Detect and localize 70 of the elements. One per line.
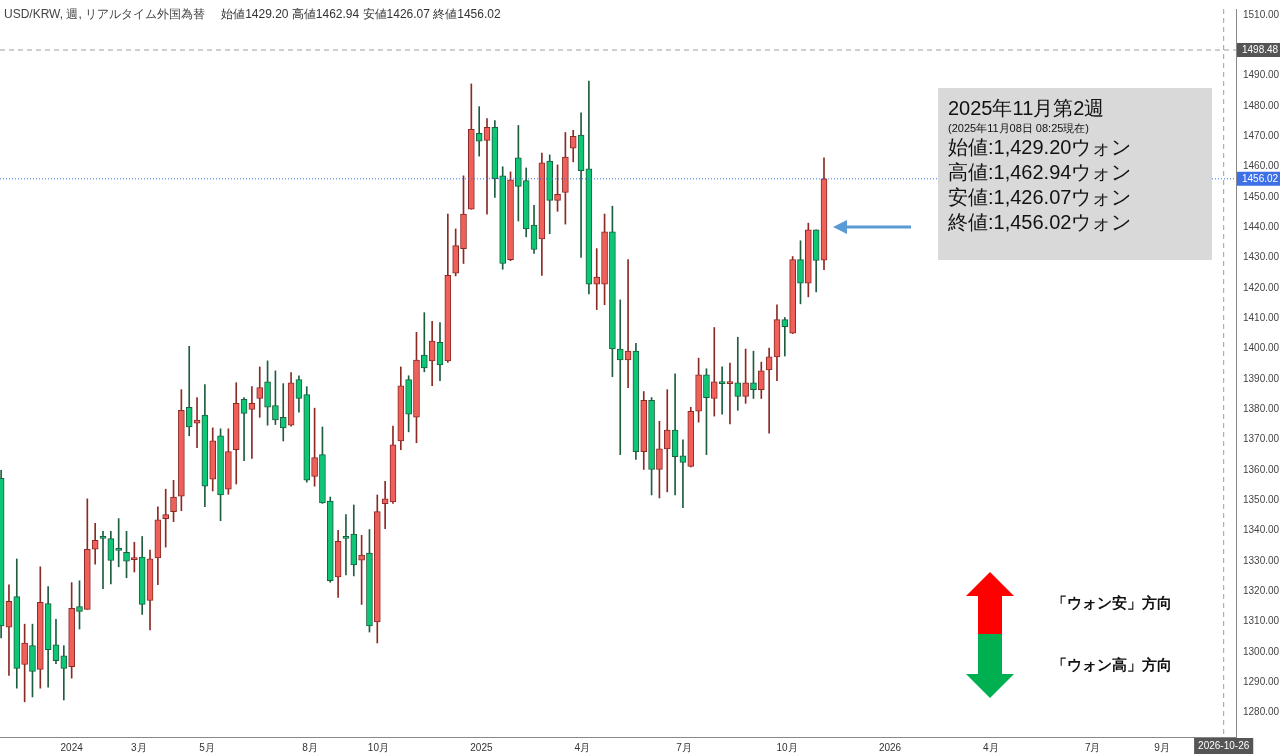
y-tick-label: 1410.00 [1243,312,1280,324]
candlestick [279,383,287,442]
x-tick-label: 4月 [574,741,590,753]
y-tick-label: 1490.00 [1243,69,1280,81]
x-tick-label: 10月 [776,741,798,753]
candlestick [475,106,483,157]
candlestick [115,518,122,568]
annotation: 「ウォン高」方向 [1052,656,1172,675]
y-tick-label: 1280.00 [1243,706,1280,718]
x-tick-label: 9月 [1154,741,1170,753]
candlestick [60,645,68,701]
candlestick [256,366,264,418]
y-tick-label: 1510.00 [1243,8,1280,20]
y-tick-label: 1310.00 [1243,615,1280,627]
candlestick [734,336,742,411]
x-tick-label: 7月 [1084,741,1101,753]
candlestick [248,386,256,459]
ref-line-label: 1456.02 [1242,172,1279,184]
x-tick-label: 5月 [199,741,215,753]
candlestick [718,366,726,415]
x-tick-label: 4月 [983,741,999,753]
y-tick-label: 1420.00 [1243,281,1280,293]
candlestick [616,299,624,455]
candlestick [99,531,107,589]
candlestick [185,345,193,437]
y-tick-label: 1300.00 [1243,645,1280,657]
candlestick [162,488,170,548]
y-tick-label: 1400.00 [1243,342,1280,354]
annotation: 始値:1,429.20ウォン [948,135,1133,160]
y-tick-label: 1460.00 [1243,160,1280,172]
annotation: 2025年11月第2週 [948,96,1106,121]
candlestick [593,248,601,310]
y-tick-label: 1350.00 [1243,494,1280,506]
x-tick-label: 2025 [470,741,493,753]
y-tick-label: 1370.00 [1243,433,1280,445]
ref-line-label: 2026-10-26 [1198,739,1250,751]
candlestick [342,514,350,576]
candlestick [710,327,718,417]
candlestick [726,362,734,425]
y-tick-label: 1330.00 [1243,554,1280,566]
candlestick [663,389,671,493]
annotation: 「ウォン安」方向 [1052,594,1172,613]
x-tick-label: 2024 [60,741,84,753]
y-tick-label: 1290.00 [1243,676,1280,688]
annotation: 高値:1,462.94ウォン [948,160,1133,185]
y-tick-label: 1430.00 [1243,251,1280,263]
candlestick [91,523,99,565]
chart-title: USD/KRW, 週, リアルタイム外国為替 [4,7,206,21]
candlestick [679,439,687,509]
candlestick [420,312,428,373]
annotation: (2025年11月08日 08:25現在) [948,121,1091,135]
y-tick-label: 1360.00 [1243,463,1280,475]
chart-subtitle: 始値1429.20 高値1462.94 安値1426.07 終値1456.02 [221,7,501,21]
x-tick-label: 7月 [676,741,692,753]
x-tick-label: 8月 [302,741,318,753]
y-tick-label: 1470.00 [1243,130,1280,142]
y-tick-label: 1450.00 [1243,190,1280,202]
y-tick-label: 1390.00 [1243,372,1280,384]
annotation: 終値:1,456.02ウォン [948,210,1133,235]
x-tick-label: 2026 [878,741,902,753]
y-tick-label: 1320.00 [1243,585,1280,597]
x-tick-label: 10月 [367,741,389,753]
ref-line-label: 1498.48 [1242,43,1279,55]
y-tick-label: 1480.00 [1243,99,1280,111]
x-tick-label: 3月 [131,741,147,753]
candlestick [781,317,789,357]
y-tick-label: 1380.00 [1243,403,1280,415]
annotation: 安値:1,426.07ウォン [948,185,1133,210]
y-tick-label: 1440.00 [1243,221,1280,233]
y-tick-label: 1340.00 [1243,524,1280,536]
